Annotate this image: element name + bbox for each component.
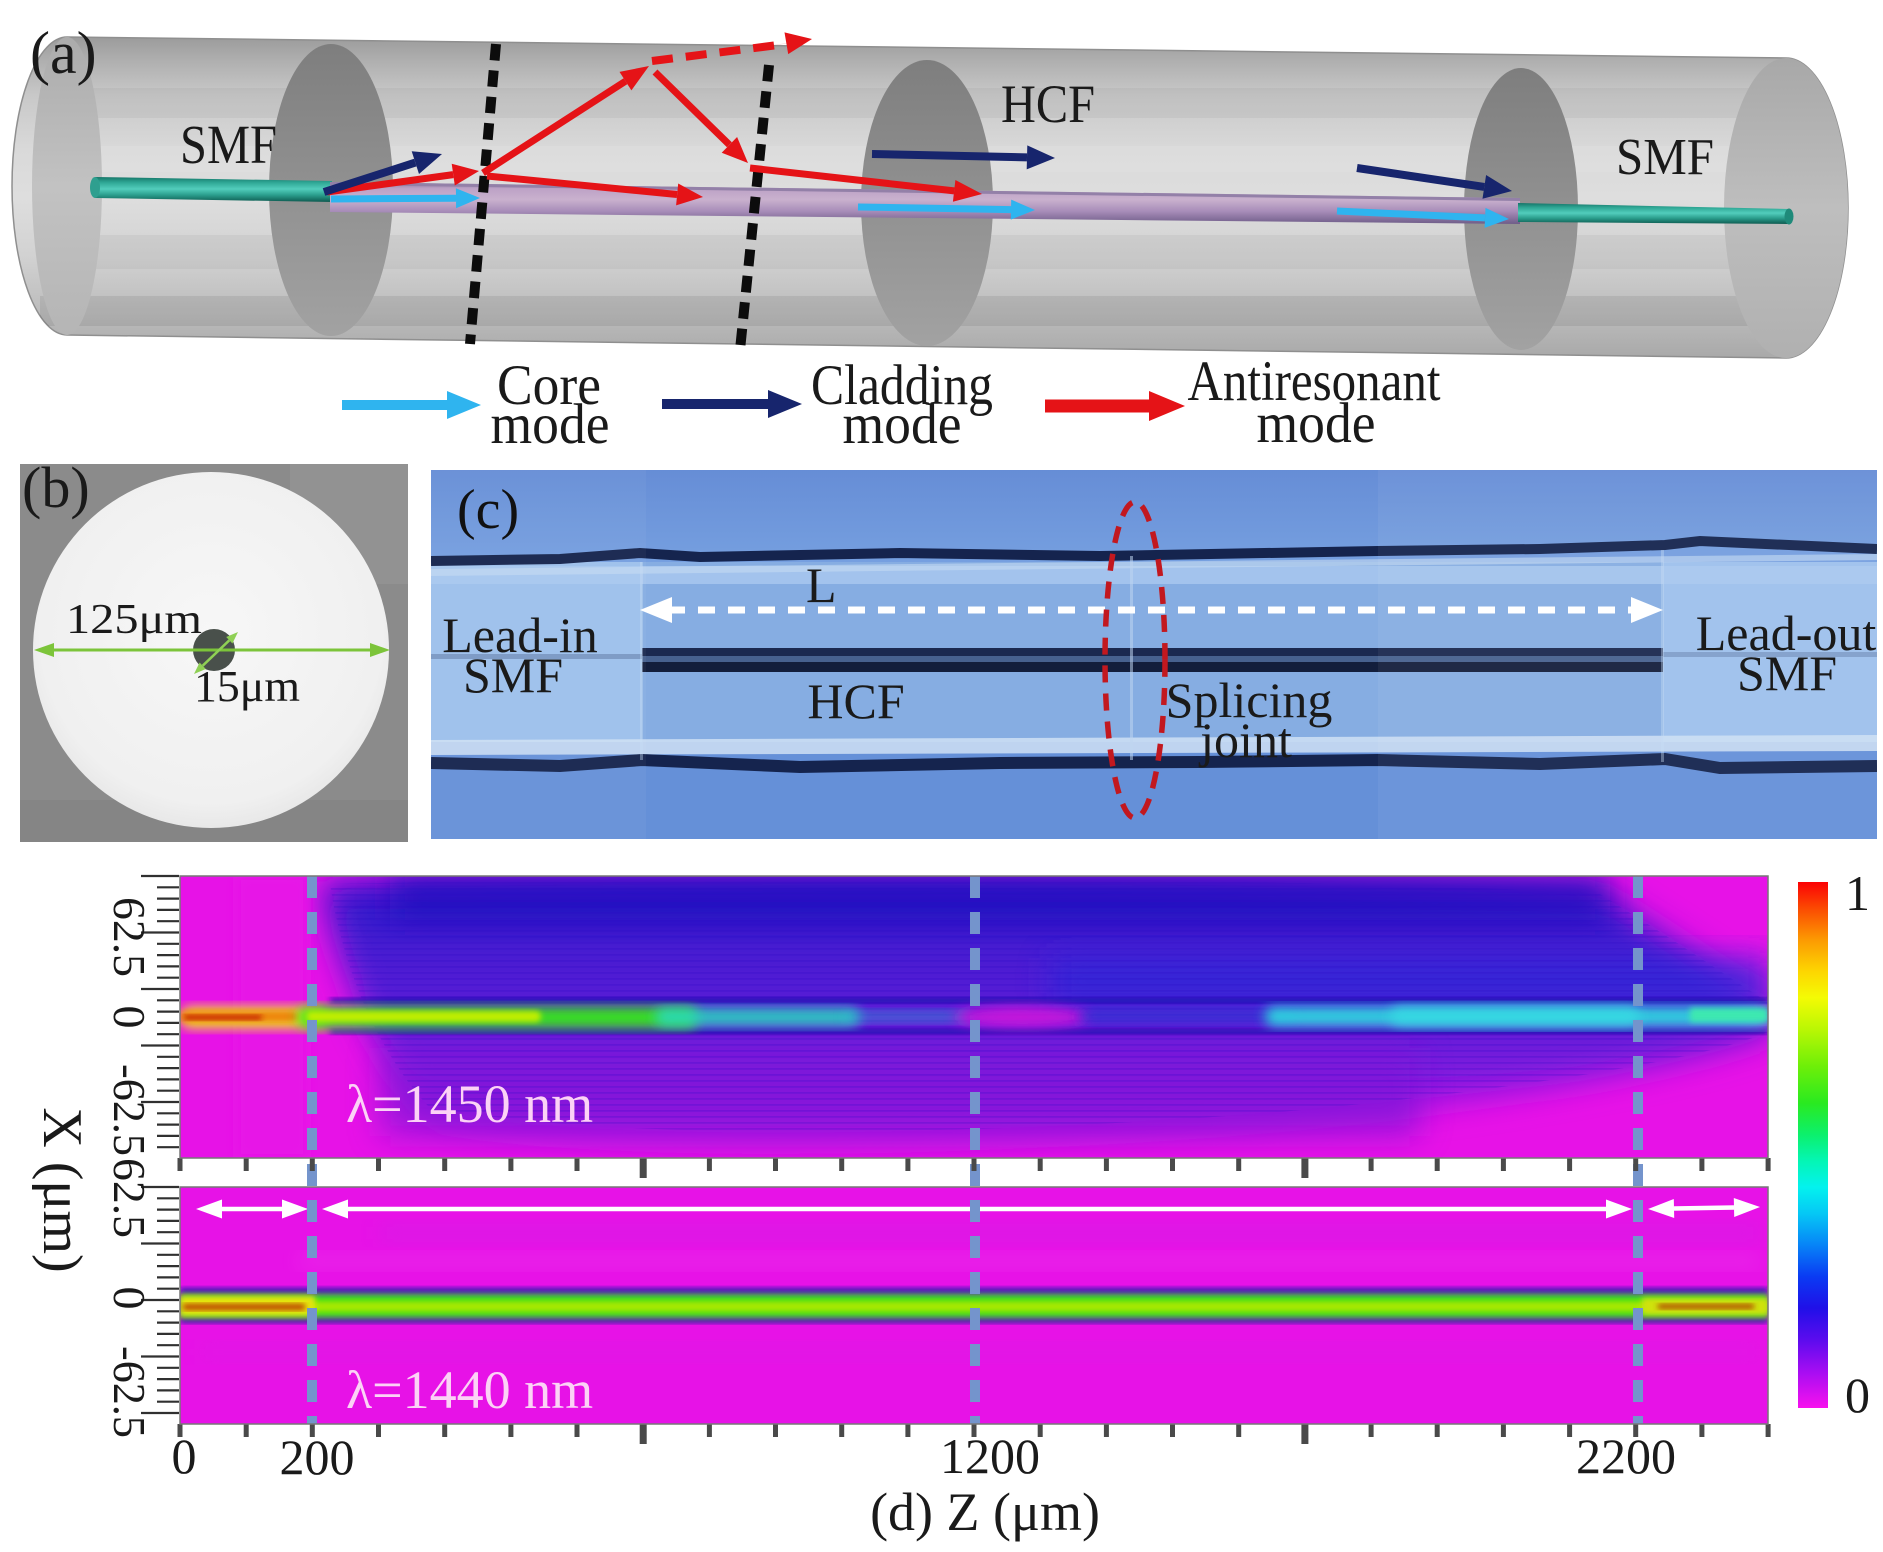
svg-text:0: 0 <box>104 1287 155 1310</box>
svg-text:λ=1450 nm: λ=1450 nm <box>346 1074 593 1134</box>
svg-text:mode: mode <box>1257 392 1376 455</box>
svg-text:(a): (a) <box>30 20 97 86</box>
svg-text:15μm: 15μm <box>194 662 300 711</box>
svg-text:L: L <box>806 557 837 613</box>
svg-text:Lead-in: Lead-in <box>442 607 597 663</box>
svg-text:Core: Core <box>497 354 601 417</box>
svg-text:-62.5: -62.5 <box>104 1346 155 1438</box>
svg-text:Cladding: Cladding <box>811 354 993 417</box>
svg-text:HCF: HCF <box>1001 74 1095 134</box>
svg-text:mode: mode <box>491 393 610 456</box>
svg-text:1200: 1200 <box>940 1428 1040 1484</box>
svg-text:joint: joint <box>1198 712 1292 768</box>
svg-text:0: 0 <box>104 1006 155 1029</box>
svg-text:HCF: HCF <box>807 673 904 729</box>
svg-text:(b): (b) <box>22 455 90 520</box>
svg-text:1: 1 <box>1845 865 1870 921</box>
svg-text:(c): (c) <box>457 479 519 541</box>
svg-text:Antiresonant: Antiresonant <box>1188 350 1441 413</box>
svg-text:Splicing: Splicing <box>1166 672 1333 728</box>
svg-text:(d) Z (μm): (d) Z (μm) <box>870 1482 1100 1542</box>
svg-text:λ=1440 nm: λ=1440 nm <box>346 1360 593 1420</box>
svg-text:SMF: SMF <box>1616 129 1714 186</box>
svg-text:2200: 2200 <box>1576 1428 1676 1484</box>
svg-text:62.5: 62.5 <box>104 1158 155 1238</box>
svg-text:SMF: SMF <box>1737 645 1837 701</box>
svg-text:0: 0 <box>172 1428 197 1484</box>
svg-text:SMF: SMF <box>180 114 277 175</box>
svg-text:-62.5: -62.5 <box>104 1064 155 1156</box>
svg-text:mode: mode <box>843 393 962 456</box>
svg-text:125μm: 125μm <box>66 597 202 643</box>
svg-text:Lead-out: Lead-out <box>1696 605 1877 661</box>
svg-text:X (μm): X (μm) <box>31 1107 93 1272</box>
svg-text:62.5: 62.5 <box>104 897 155 977</box>
svg-text:200: 200 <box>280 1429 355 1485</box>
svg-text:0: 0 <box>1845 1367 1870 1423</box>
svg-text:SMF: SMF <box>463 647 563 703</box>
